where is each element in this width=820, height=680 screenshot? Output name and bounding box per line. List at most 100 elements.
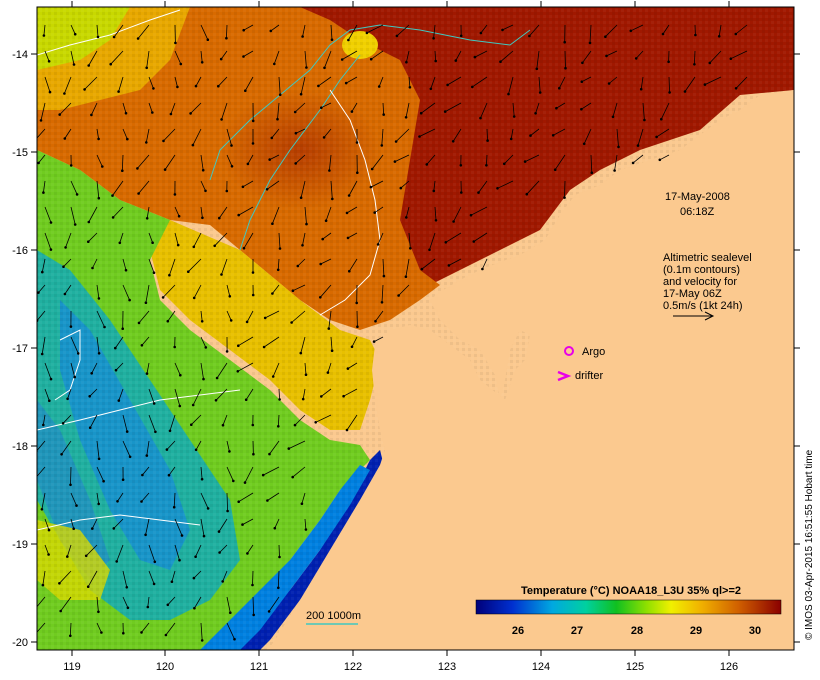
- velocity-arrow: [278, 388, 281, 401]
- velocity-arrow: [162, 128, 176, 143]
- velocity-arrow: [261, 466, 280, 477]
- velocity-arrow: [96, 128, 100, 141]
- velocity-arrow: [555, 102, 566, 110]
- isobath-legend: 200 1000m: [306, 610, 361, 625]
- velocity-arrow: [327, 310, 332, 330]
- velocity-arrow: [642, 102, 646, 122]
- velocity-arrow: [459, 154, 463, 167]
- velocity-arrow: [346, 362, 358, 370]
- x-tick-label: 122: [344, 661, 362, 673]
- argo-marker-icon: [564, 346, 574, 356]
- drifter-label: drifter: [575, 370, 603, 382]
- velocity-arrow: [88, 388, 98, 398]
- x-tick-label: 126: [720, 661, 738, 673]
- velocity-arrow: [446, 76, 462, 87]
- velocity-arrow: [174, 24, 177, 45]
- velocity-arrow: [140, 492, 150, 503]
- timestamp-annotation: 17-May-2008 06:18Z: [665, 191, 730, 218]
- colorbar-title: Temperature (°C) NOAA18_L3U 35% ql>=2: [521, 585, 741, 597]
- velocity-arrow: [507, 76, 514, 96]
- velocity-arrow: [528, 24, 540, 38]
- map-frame: [36, 6, 795, 651]
- velocity-arrow: [473, 50, 488, 59]
- velocity-arrow: [122, 596, 130, 610]
- velocity-arrow: [174, 206, 181, 218]
- velocity-arrow: [432, 24, 436, 40]
- velocity-arrow: [200, 492, 210, 510]
- velocity-arrow: [83, 76, 98, 91]
- map-area: [37, 7, 794, 650]
- velocity-arrow: [356, 154, 359, 174]
- velocity-arrow: [320, 388, 332, 398]
- velocity-arrow: [300, 492, 306, 506]
- velocity-arrow: [200, 180, 207, 193]
- velocity-arrow: [194, 544, 202, 558]
- velocity-arrow: [324, 206, 332, 222]
- velocity-arrow: [40, 492, 46, 511]
- velocity-arrow: [399, 180, 410, 190]
- velocity-arrow: [69, 154, 73, 167]
- velocity-arrow: [241, 518, 254, 526]
- velocity-arrow: [200, 206, 204, 220]
- velocity-arrow: [634, 50, 644, 60]
- velocity-arrow: [96, 492, 100, 506]
- velocity-arrow: [137, 310, 150, 325]
- velocity-arrow: [39, 102, 46, 122]
- velocity-arrow: [66, 388, 72, 401]
- velocity-arrow: [607, 76, 618, 85]
- velocity-arrow: [217, 76, 228, 88]
- velocity-arrow: [397, 284, 410, 297]
- velocity-arrow: [405, 50, 410, 64]
- velocity-arrow: [419, 102, 436, 115]
- velocity-arrow: [61, 414, 72, 425]
- velocity-arrow: [340, 50, 358, 61]
- velocity-arrow: [243, 466, 254, 484]
- velocity-arrow: [136, 154, 150, 170]
- velocity-arrow: [265, 180, 280, 191]
- velocity-arrow: [96, 440, 101, 461]
- velocity-arrow: [42, 414, 46, 427]
- altimetry-legend-line: Altimetric sealevel: [663, 252, 752, 264]
- velocity-arrow: [42, 24, 46, 37]
- velocity-arrow: [590, 154, 594, 174]
- velocity-arrow: [472, 232, 488, 243]
- velocity-arrow: [481, 258, 488, 271]
- velocity-arrow: [291, 284, 306, 293]
- velocity-arrow: [293, 414, 306, 427]
- velocity-arrow: [96, 310, 106, 329]
- velocity-arrow: [486, 128, 489, 142]
- velocity-arrow: [428, 232, 436, 252]
- velocity-arrow: [141, 466, 150, 477]
- velocity-arrow: [42, 180, 46, 194]
- velocity-arrow: [112, 24, 124, 39]
- velocity-arrow: [236, 362, 254, 373]
- velocity-arrow: [87, 232, 98, 243]
- velocity-arrow: [122, 440, 132, 459]
- velocity-arrow: [344, 76, 358, 85]
- velocity-arrow: [87, 206, 98, 224]
- velocity-arrow: [44, 544, 50, 556]
- velocity-arrow: [172, 492, 176, 509]
- x-tick-label: 120: [156, 661, 174, 673]
- velocity-arrow: [148, 102, 154, 114]
- velocity-arrow: [525, 180, 540, 196]
- velocity-arrow: [319, 284, 332, 299]
- velocity-arrow: [226, 284, 232, 298]
- velocity-arrow: [246, 154, 254, 166]
- velocity-arrow: [534, 102, 540, 115]
- velocity-arrow: [252, 440, 255, 456]
- velocity-arrow: [88, 414, 98, 430]
- drifter-legend: drifter: [557, 370, 603, 382]
- velocity-arrow: [219, 50, 228, 61]
- velocity-arrow: [304, 50, 308, 69]
- velocity-arrow: [90, 102, 98, 117]
- velocity-arrow: [148, 570, 156, 586]
- y-tick-label: -19: [12, 539, 28, 551]
- velocity-arrow: [109, 50, 124, 66]
- velocity-arrow: [242, 24, 254, 32]
- velocity-arrow: [382, 102, 386, 116]
- velocity-arrow: [187, 258, 202, 274]
- velocity-arrow: [668, 76, 671, 94]
- velocity-arrow: [611, 102, 618, 119]
- colorbar-tick: 30: [749, 625, 761, 637]
